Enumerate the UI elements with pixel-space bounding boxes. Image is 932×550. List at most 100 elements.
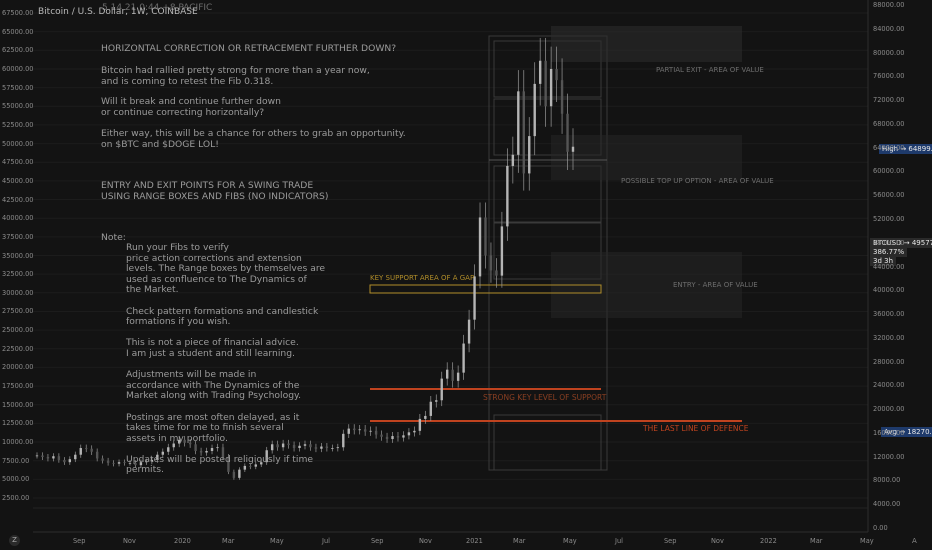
- left-axis-tick: 10000.00: [2, 438, 34, 447]
- candle-body: [178, 439, 181, 444]
- candle-body: [210, 448, 214, 451]
- candle-body: [156, 454, 159, 460]
- candle-body: [232, 471, 236, 478]
- key-support-label: KEY SUPPORT AREA OF A GAP: [370, 274, 475, 282]
- left-axis-tick: 42500.00: [2, 195, 34, 204]
- candle-body: [134, 462, 137, 466]
- candle-body: [90, 448, 93, 452]
- candle-body: [123, 462, 126, 463]
- left-axis-tick: 47500.00: [2, 158, 34, 167]
- note-para2: Will it break and continue further down …: [101, 96, 281, 118]
- auto-scale-button[interactable]: A: [912, 537, 917, 545]
- candle-body: [85, 448, 88, 449]
- right-axis-tick: 80000.00: [873, 48, 905, 57]
- candle-body: [183, 439, 186, 443]
- left-axis-tick: 12500.00: [2, 419, 34, 428]
- candle-body: [172, 443, 175, 448]
- left-axis-tick: 67500.00: [2, 9, 34, 17]
- note-label: Note:: [101, 232, 126, 243]
- tradingview-logo-icon[interactable]: Z: [9, 535, 20, 546]
- right-axis-tick: 76000.00: [873, 72, 905, 81]
- candle-body: [560, 80, 564, 114]
- candle-body: [500, 226, 504, 276]
- candle-body: [363, 429, 367, 432]
- candle-body: [391, 436, 394, 440]
- left-axis-tick: 45000.00: [2, 176, 34, 185]
- left-axis-tick: 40000.00: [2, 214, 34, 223]
- candle-body: [511, 154, 515, 166]
- chart-title: Bitcoin / U.S. Dollar, 1W, COINBASE: [38, 7, 198, 17]
- area-partial-exit: [551, 26, 742, 62]
- x-axis-tick: Jul: [615, 537, 623, 545]
- candle-body: [429, 401, 432, 416]
- candle-body: [407, 432, 411, 436]
- x-axis-tick: Sep: [73, 537, 86, 545]
- candle-body: [292, 445, 296, 449]
- candle-body: [555, 68, 558, 81]
- right-axis-tick: 16000.00: [873, 428, 905, 437]
- right-axis-tick: 12000.00: [873, 452, 905, 461]
- candle-body: [451, 369, 454, 381]
- candle-body: [199, 450, 203, 453]
- candle-body: [227, 456, 230, 472]
- candle-body: [260, 462, 263, 465]
- candle-body: [566, 113, 569, 152]
- candle-body: [95, 451, 99, 459]
- candle-body: [440, 378, 443, 401]
- candle-body: [205, 450, 208, 453]
- left-axis-tick: 50000.00: [2, 139, 34, 148]
- candle-body: [238, 469, 241, 478]
- candle-body: [145, 461, 148, 463]
- x-axis-tick: 2022: [760, 537, 777, 545]
- candle-body: [74, 454, 77, 460]
- left-axis-tick: 57500.00: [2, 83, 34, 92]
- x-axis-tick: Mar: [222, 537, 235, 545]
- left-axis-tick: 35000.00: [2, 251, 34, 260]
- avg-tag: Avg → 18270.21: [881, 427, 932, 437]
- candle-body: [194, 444, 197, 451]
- candle-body: [128, 462, 132, 464]
- candle-body: [106, 460, 110, 463]
- candle-body: [353, 428, 356, 431]
- strong-support-label: STRONG KEY LEVEL OF SUPPORT: [483, 393, 607, 402]
- candle-body: [63, 459, 66, 463]
- left-axis-tick: 32500.00: [2, 270, 34, 279]
- candle-body: [35, 455, 39, 457]
- note-para1: Bitcoin had rallied pretty strong for mo…: [101, 65, 370, 87]
- price-tag: BTCUSD → 49577.89: [870, 238, 932, 248]
- candle-body: [484, 217, 487, 256]
- left-axis-tick: 62500.00: [2, 46, 34, 55]
- candle-body: [68, 459, 72, 463]
- entry-label: ENTRY - AREA OF VALUE: [673, 281, 758, 289]
- candle-body: [347, 428, 350, 434]
- candle-body: [544, 60, 547, 107]
- right-axis-tick: 44000.00: [873, 262, 905, 271]
- note-para4: ENTRY AND EXIT POINTS FOR A SWING TRADE …: [101, 180, 329, 202]
- right-axis-tick: 0.00: [873, 524, 888, 532]
- candle-body: [265, 450, 268, 463]
- x-axis-tick: Sep: [664, 537, 677, 545]
- candle-body: [473, 276, 476, 320]
- x-axis-tick: May: [563, 537, 577, 545]
- candle-body: [161, 451, 164, 455]
- x-axis-tick: Nov: [711, 537, 724, 545]
- candle-body: [424, 415, 427, 419]
- left-axis-tick: 52500.00: [2, 120, 34, 129]
- candles: [35, 37, 575, 480]
- right-axis-tick: 52000.00: [873, 214, 905, 223]
- candle-body: [495, 270, 498, 276]
- candle-body: [139, 462, 143, 466]
- left-axis-tick: 55000.00: [2, 102, 34, 111]
- candle-body: [270, 444, 274, 451]
- candle-body: [298, 445, 301, 449]
- candle-body: [249, 465, 252, 467]
- left-axis-tick: 17500.00: [2, 382, 34, 391]
- candle-body: [303, 444, 307, 446]
- note-body: Run your Fibs to verify price action cor…: [126, 242, 326, 476]
- candle-body: [52, 456, 55, 459]
- area-top-up: [551, 135, 742, 180]
- right-axis-tick: 60000.00: [873, 167, 905, 176]
- candle-body: [281, 443, 285, 448]
